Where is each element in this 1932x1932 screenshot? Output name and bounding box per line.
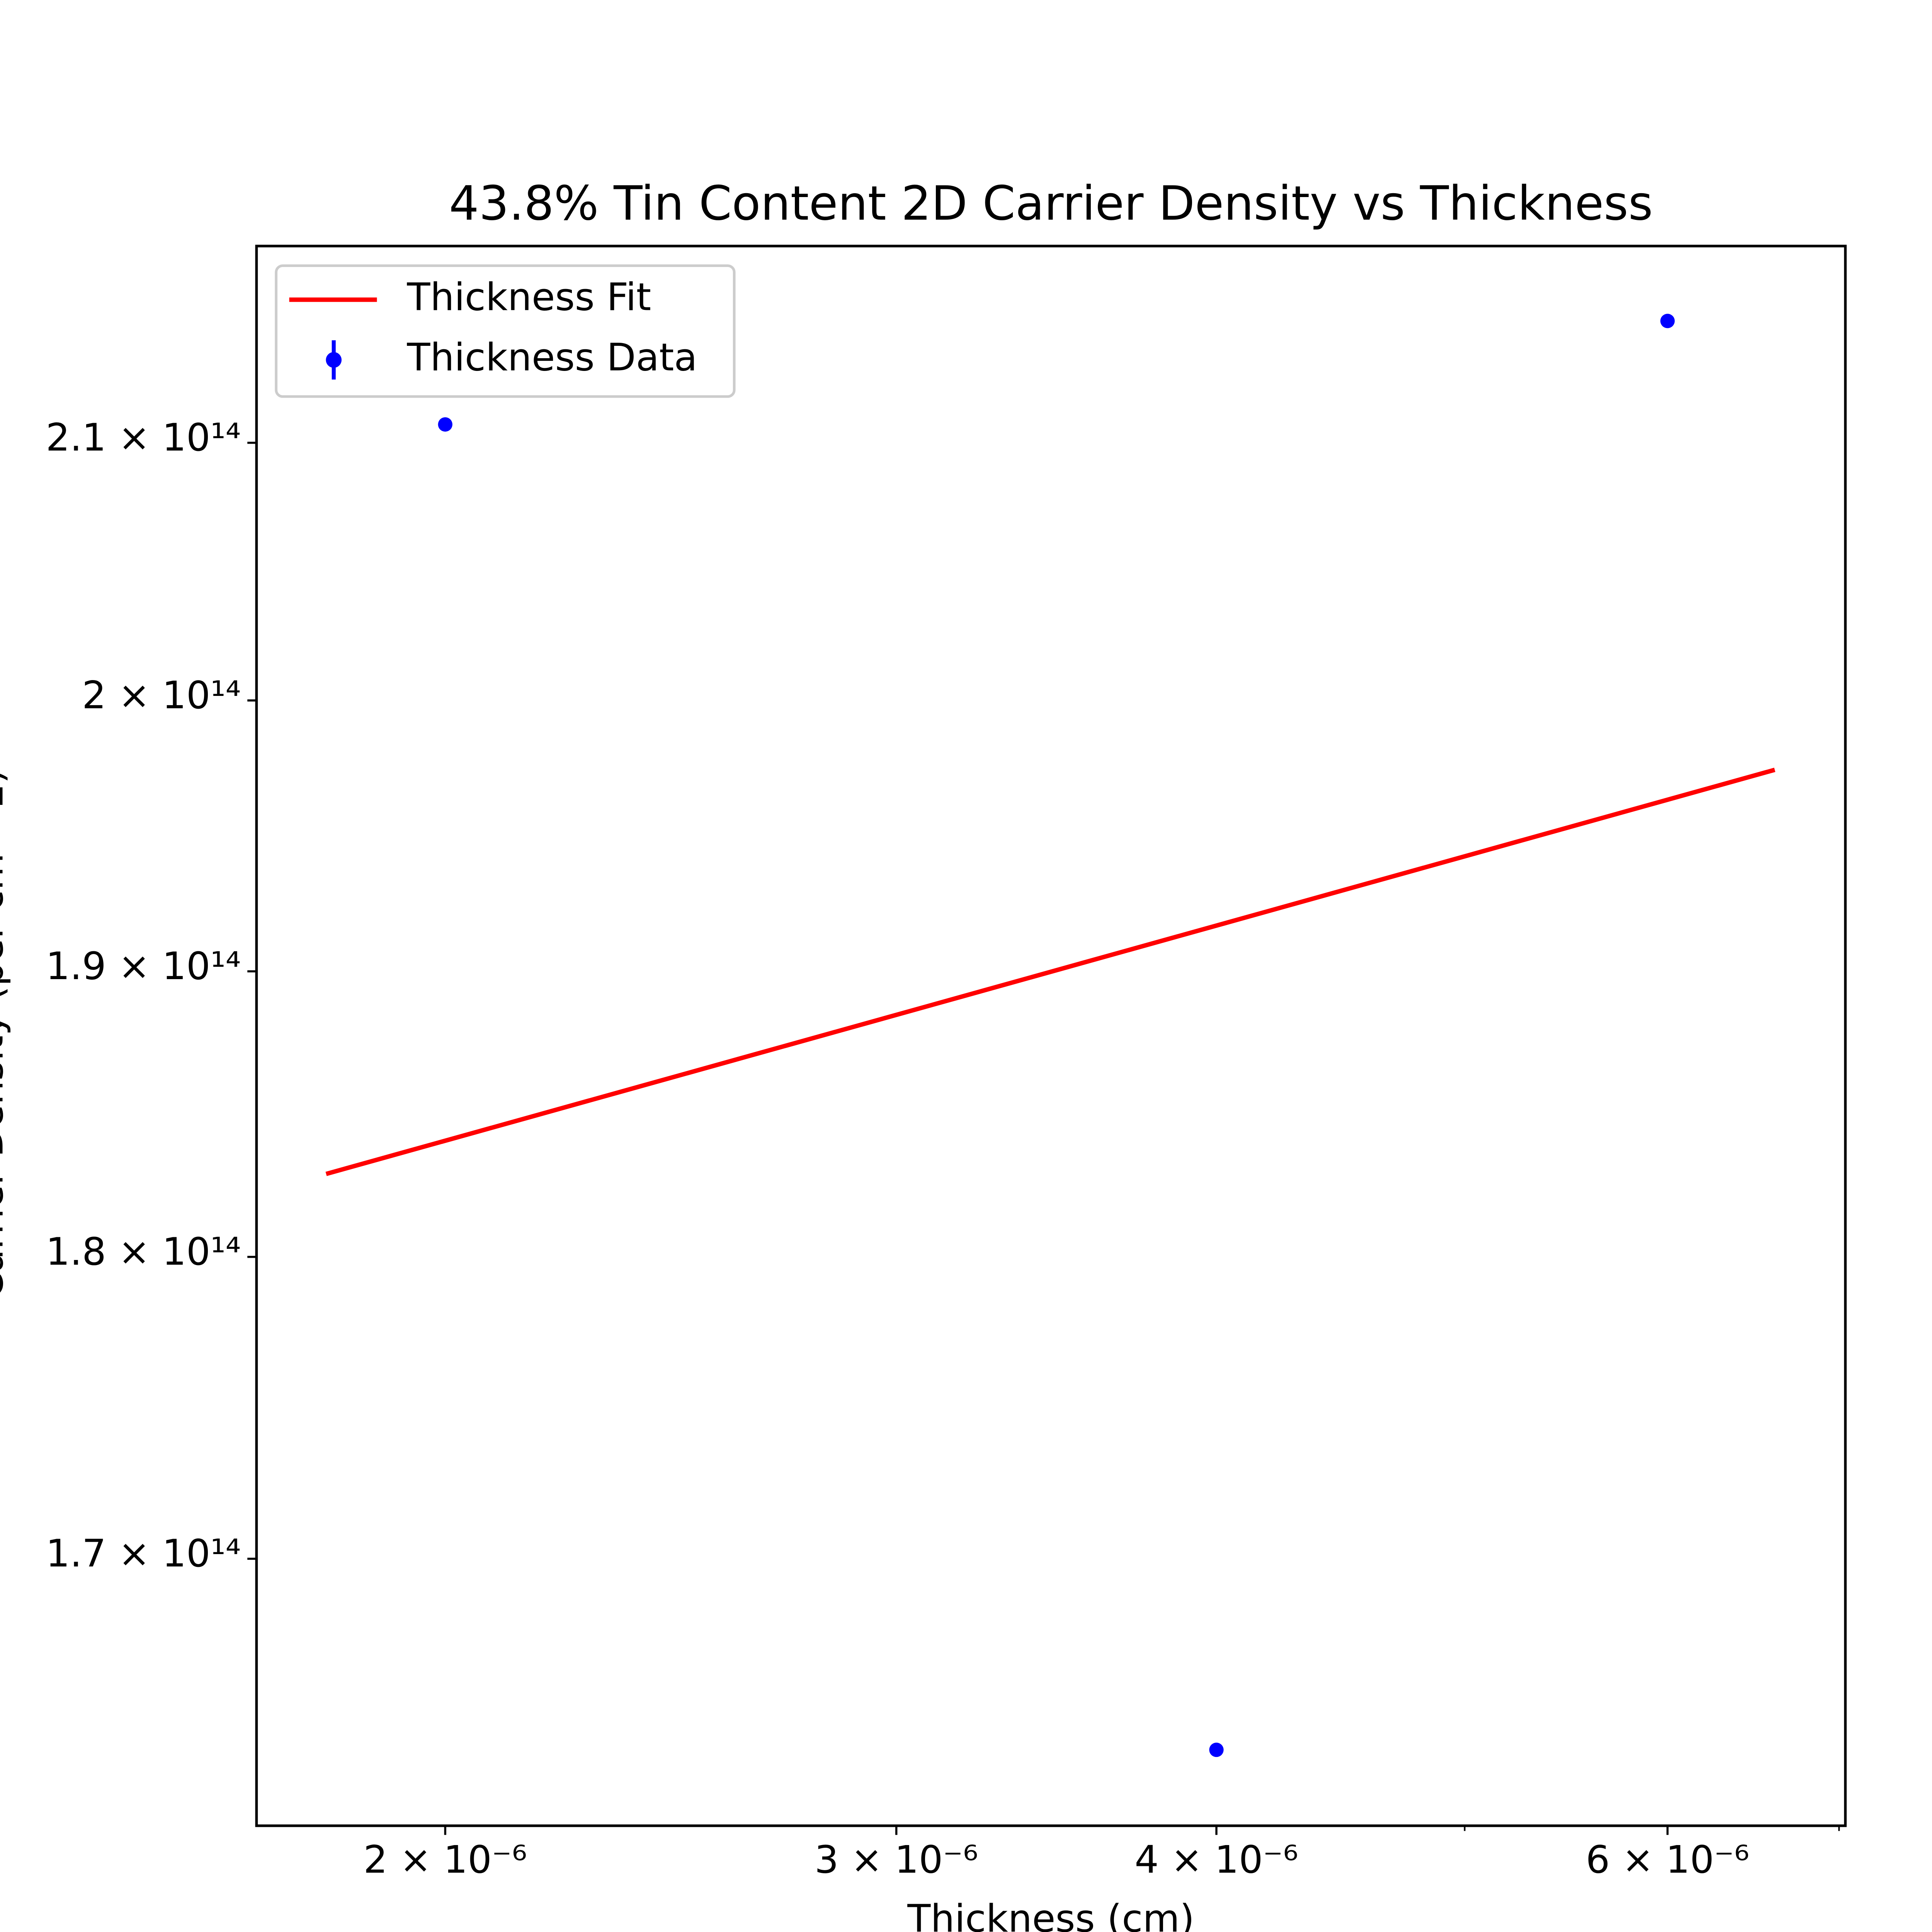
legend-swatch (326, 352, 342, 368)
fit-line (325, 767, 1776, 1176)
y-tick-label: 2.1 × 10¹⁴ (46, 416, 241, 460)
data-point (438, 417, 452, 432)
y-axis-label: Carrier Density (per cm^-2) (0, 769, 12, 1299)
data-point (1660, 314, 1675, 328)
x-tick-label: 6 × 10⁻⁶ (1586, 1838, 1749, 1882)
y-tick-label: 1.9 × 10¹⁴ (46, 944, 241, 988)
y-tick-label: 1.8 × 10¹⁴ (46, 1230, 241, 1274)
data-point (1209, 1742, 1224, 1757)
x-tick-label: 4 × 10⁻⁶ (1134, 1838, 1298, 1882)
y-tick-label: 2 × 10¹⁴ (82, 673, 241, 718)
legend-label: Thickness Fit (406, 275, 651, 319)
x-axis-label: Thickness (cm) (907, 1897, 1194, 1932)
chart-title: 43.8% Tin Content 2D Carrier Density vs … (449, 176, 1653, 231)
x-tick-label: 3 × 10⁻⁶ (815, 1838, 978, 1882)
legend-box (275, 264, 736, 398)
y-tick-label: 1.7 × 10¹⁴ (46, 1532, 241, 1576)
legend-label: Thickness Data (406, 335, 697, 379)
x-tick-label: 2 × 10⁻⁶ (364, 1838, 527, 1882)
plot-frame (255, 245, 1847, 1827)
